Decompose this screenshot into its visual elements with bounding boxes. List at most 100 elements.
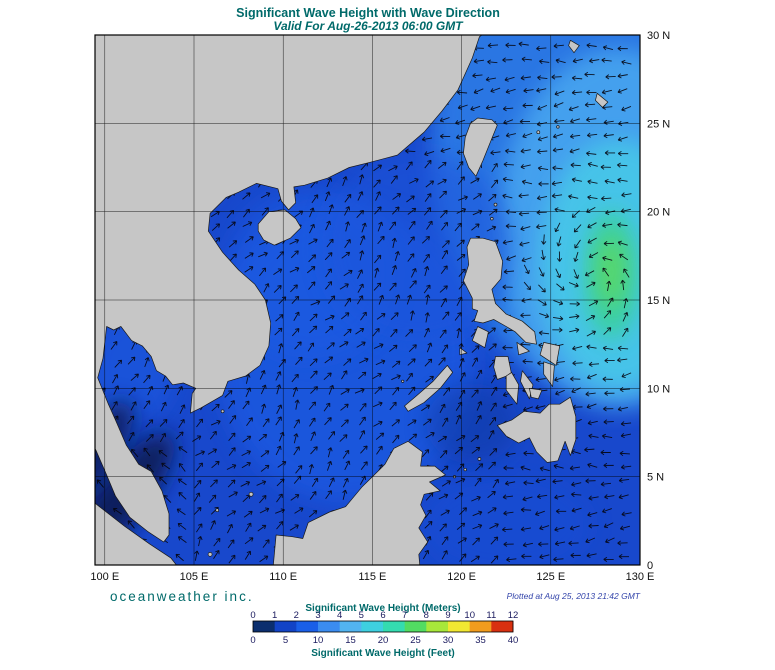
wave-arrow [502,57,513,63]
legend-feet-ticks: 0 5 10 15 20 25 30 35 40 [250,635,518,646]
wave-arrow [440,509,450,516]
wave-arrow [258,251,268,258]
small-island [215,508,220,513]
wave-arrow [294,341,302,350]
wave-arrow [538,541,549,547]
wave-arrow [127,356,136,365]
wave-arrow [588,433,599,439]
wave-arrow [554,494,565,500]
wave-arrow [439,329,447,339]
wave-arrow [276,521,284,530]
wave-arrow [359,357,369,364]
wave-arrow [489,523,499,529]
wave-arrow [294,507,304,514]
wave-arrow [487,42,499,49]
wave-arrow [290,284,298,293]
wave-arrow [391,206,400,215]
wave-arrow [457,537,467,544]
wave-arrow [145,434,154,442]
land-mindanao [496,396,577,463]
wave-arrow [502,176,514,182]
wave-arrow [617,45,628,52]
wave-arrow [437,161,447,169]
wave-arrow [159,432,167,443]
wave-arrow [521,257,532,263]
wave-arrow [536,195,548,201]
wave-arrow [502,494,514,500]
wave-arrow [310,446,318,455]
wave-arrow [489,416,497,426]
wave-arrow [472,510,483,517]
wave-arrow [554,526,565,532]
wave-arrow [243,208,250,218]
wave-arrow [617,345,629,351]
wave-arrow [357,269,363,279]
feet-tick-label: 20 [378,635,389,646]
wave-arrow [570,376,581,382]
wave-arrow [503,161,514,168]
wave-arrow [585,537,596,544]
wave-arrow [587,194,598,201]
small-island [401,379,405,383]
wave-arrow [407,358,416,366]
wave-arrow [227,539,235,549]
wave-arrow [539,466,550,472]
wave-arrow [458,195,468,201]
wave-arrow [241,450,251,457]
wave-arrow [538,330,550,336]
wave-arrow [522,496,533,502]
lat-tick-label: 25 N [647,118,670,130]
legend-color-cell [361,621,384,632]
land-okinawa [595,92,609,108]
wave-arrow [584,447,595,453]
wave-arrow [569,465,581,471]
wave-arrow [243,510,253,518]
wave-arrow [406,195,415,203]
wave-arrow [571,481,582,487]
wave-arrow [569,148,580,154]
wave-arrow [587,222,597,229]
wave-arrow [552,133,563,139]
wave-arrow [553,102,564,108]
wave-arrow [454,222,462,232]
wave-arrow [505,132,516,138]
meters-tick-label: 3 [315,610,320,621]
wave-arrow [622,311,629,322]
wave-arrow [372,401,383,408]
legend-color-cell [469,621,492,632]
wave-arrow [424,327,430,338]
wave-arrow [424,193,432,202]
land-samar [539,342,561,366]
wave-arrow [310,431,316,442]
wave-arrow [424,266,430,277]
wave-arrow [536,493,548,499]
wave-arrow [340,312,350,320]
wave-arrow [588,495,599,501]
wave-arrow [308,510,318,518]
wave-arrow [503,541,514,547]
wave-arrow [328,431,336,440]
legend-color-cell [274,621,297,632]
wave-arrow [359,416,366,426]
wave-arrow [584,71,595,78]
wave-arrow [407,236,415,245]
legend-color-cell [383,621,406,632]
wave-arrow [361,222,367,233]
wave-arrow [439,450,448,459]
wave-arrow [454,312,462,321]
wave-arrow [441,240,450,248]
wave-arrow [260,450,270,458]
wave-arrow [409,310,415,321]
wave-arrow [425,294,431,305]
wave-arrow [439,190,447,199]
wave-arrow [309,417,316,427]
lon-tick-label: 125 E [536,571,565,583]
wave-arrow [442,311,450,320]
lat-tick-label: 5 N [647,472,664,484]
wave-arrow [439,403,446,414]
wave-arrow [488,193,497,202]
wave-arrow [273,285,282,293]
wave-arrow [146,464,154,473]
wave-arrow [456,327,462,339]
wave-arrow [490,150,501,156]
